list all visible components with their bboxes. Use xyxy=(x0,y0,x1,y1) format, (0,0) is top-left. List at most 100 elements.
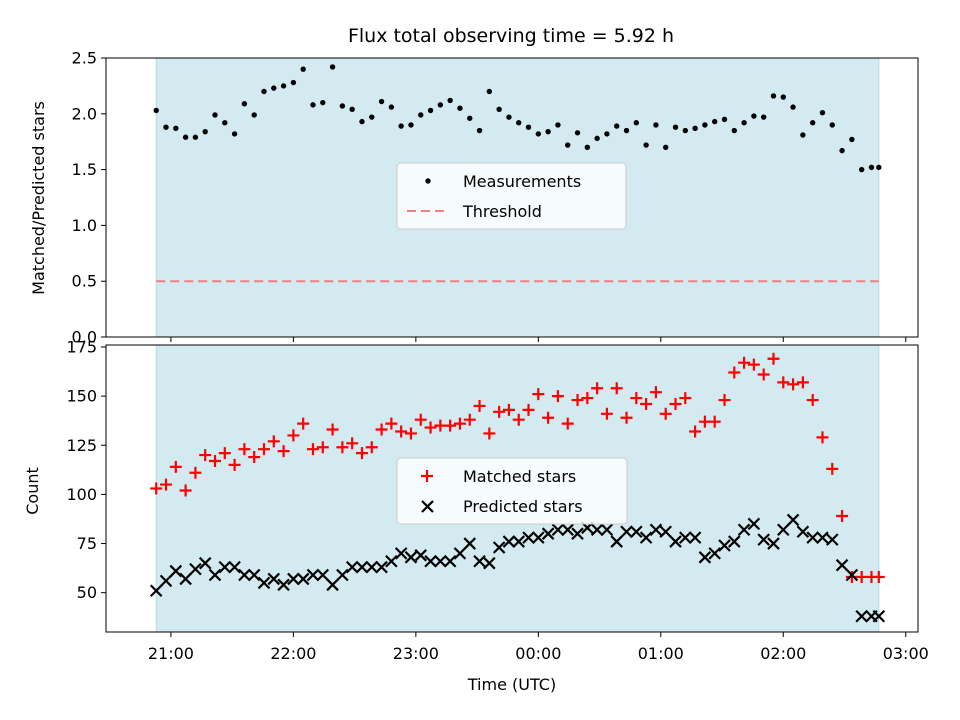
measurement-point xyxy=(780,94,786,100)
legend-marker-predicted xyxy=(421,500,434,513)
predicted-star-marker xyxy=(198,556,212,570)
predicted-star-marker xyxy=(355,560,369,574)
predicted-star-marker xyxy=(267,572,281,586)
predicted-star-marker xyxy=(728,535,741,548)
measurement-point xyxy=(663,144,669,150)
matched-star-marker xyxy=(872,570,885,583)
matched-star-marker xyxy=(571,394,584,407)
matched-star-marker xyxy=(649,386,662,399)
matched-star-marker xyxy=(718,394,731,407)
y-tick-label: 100 xyxy=(66,485,97,504)
measurement-point xyxy=(751,113,757,119)
matched-star-marker xyxy=(806,394,819,407)
measurement-point xyxy=(760,114,767,120)
predicted-star-marker xyxy=(777,523,790,537)
count-panel: 50 75 100 125 150 175 21:00 22:00 23:00 00:00 01:… xyxy=(23,337,929,694)
matched-star-marker xyxy=(463,413,476,426)
predicted-star-marker xyxy=(551,523,565,537)
matched-star-marker xyxy=(493,405,506,418)
measurement-point xyxy=(545,128,551,135)
measurement-point xyxy=(173,125,179,132)
predicted-star-marker xyxy=(345,560,359,574)
matched-star-marker xyxy=(355,447,368,460)
matched-star-marker xyxy=(502,403,515,416)
matched-star-marker xyxy=(385,417,398,430)
y-tick-label: 75 xyxy=(77,534,97,553)
predicted-star-marker xyxy=(434,554,447,568)
predicted-star-marker xyxy=(532,531,545,544)
measurement-point xyxy=(329,64,336,70)
y-tick-label: 175 xyxy=(66,337,97,356)
x-tick-label: 02:00 xyxy=(760,644,806,663)
matched-star-marker xyxy=(826,462,839,475)
predicted-star-marker xyxy=(522,531,535,544)
measurement-point xyxy=(574,130,581,136)
matched-star-marker xyxy=(581,392,594,405)
matched-star-marker xyxy=(551,390,564,403)
measurement-point xyxy=(633,120,640,126)
measurement-point xyxy=(476,127,483,134)
predicted-star-marker xyxy=(149,584,163,597)
matched-star-marker xyxy=(267,435,280,448)
predicted-star-marker xyxy=(688,531,702,544)
measurement-point xyxy=(447,97,453,104)
x-tick-label: 21:00 xyxy=(148,644,194,663)
matched-star-marker xyxy=(600,407,613,420)
measurement-point xyxy=(692,125,698,132)
y-tick-label: 0.5 xyxy=(72,272,97,291)
x-axis-ticks: 21:00 22:00 23:00 00:00 01:00 02:00 03:00 xyxy=(148,632,929,663)
measurement-point xyxy=(388,104,395,110)
predicted-star-marker xyxy=(463,537,477,550)
predicted-star-marker xyxy=(590,523,604,537)
measurement-point xyxy=(153,107,159,114)
matched-star-marker xyxy=(610,382,623,395)
matched-star-marker xyxy=(522,403,535,416)
measurement-point xyxy=(819,109,826,116)
measurement-point xyxy=(163,124,169,130)
measurement-point xyxy=(182,134,189,140)
y-tick-label: 150 xyxy=(66,387,97,406)
predicted-star-marker xyxy=(737,523,751,537)
measurement-point xyxy=(790,104,796,110)
predicted-star-marker xyxy=(238,568,251,582)
measurement-point xyxy=(310,102,316,108)
predicted-star-marker xyxy=(414,549,428,562)
predicted-star-marker xyxy=(630,525,643,539)
measurement-point xyxy=(427,107,434,114)
matched-star-marker xyxy=(659,407,672,420)
predicted-star-marker xyxy=(189,562,202,576)
x-tick-label: 01:00 xyxy=(638,644,684,663)
measurement-point xyxy=(809,120,816,126)
predicted-star-marker xyxy=(872,609,886,623)
legend-box xyxy=(396,457,628,525)
matched-star-marker xyxy=(395,425,408,438)
matched-star-marker xyxy=(836,510,849,523)
matched-star-marker xyxy=(336,441,349,454)
ratio-panel: 0.0 0.5 1.0 1.5 2.0 2.5 Matched/Predicted sta… xyxy=(29,49,919,347)
measurement-point xyxy=(290,79,297,86)
legend-marker-matched xyxy=(421,470,433,482)
matched-star-marker xyxy=(444,419,457,432)
measurement-point xyxy=(222,120,228,126)
measurement-point xyxy=(408,122,414,128)
y-tick-label: 50 xyxy=(77,583,97,602)
legend-label-threshold: Threshold xyxy=(462,202,542,221)
predicted-star-marker xyxy=(845,568,859,582)
matched-star-marker xyxy=(257,443,270,456)
predicted-star-marker xyxy=(404,551,418,564)
measurement-point xyxy=(614,123,620,129)
measurement-point xyxy=(525,124,532,130)
predicted-star-marker xyxy=(287,572,300,586)
measurement-points xyxy=(153,64,882,173)
predicted-star-marker xyxy=(747,517,761,531)
predicted-star-marker xyxy=(600,523,614,537)
measurement-point xyxy=(876,164,882,171)
measurement-point xyxy=(555,122,561,128)
measurement-point xyxy=(702,122,708,128)
matched-star-marker xyxy=(561,417,574,430)
legend-box xyxy=(396,162,627,230)
predicted-star-marker xyxy=(835,558,849,572)
predicted-star-marker xyxy=(277,578,290,592)
plot-frame xyxy=(105,344,919,633)
